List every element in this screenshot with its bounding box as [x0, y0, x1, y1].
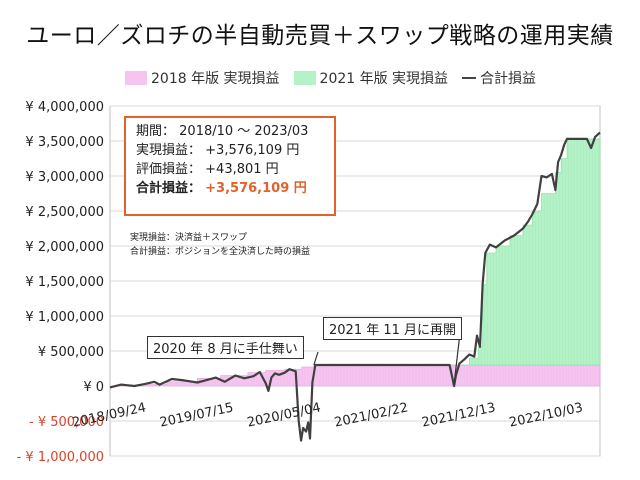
valuation-row: 評価損益： +43,801 円: [136, 160, 334, 179]
total-row: 合計損益： +3,576,109 円: [136, 179, 334, 198]
valuation-label: 評価損益：: [136, 162, 202, 177]
period-label: 期間：: [136, 124, 176, 139]
y-tick-label: ¥ 500,000: [38, 345, 104, 360]
y-axis-ticks: ¥ 4,000,000 ¥ 3,500,000 ¥ 3,000,000 ¥ 2,500…: [17, 100, 104, 465]
y-tick-label: ¥ 1,000,000: [25, 310, 104, 325]
y-tick-label: ¥ 2,500,000: [25, 205, 104, 220]
summary-box: 期間： 2018/10 ～ 2023/03 実現損益： +3,576,109 円…: [124, 116, 336, 216]
legend-item-total: 合計損益: [462, 68, 536, 88]
chart-title: ユーロ／ズロチの半自動売買＋スワップ戦略の運用実績: [26, 23, 614, 49]
note-total: 合計損益：ポジションを全決済した時の損益: [130, 247, 311, 257]
area-series: [110, 135, 601, 387]
realized-label: 実現損益：: [136, 143, 202, 158]
note-realized: 実現損益：決済益＋スワップ: [130, 233, 248, 243]
line-series: [109, 131, 601, 442]
legend: 2018 年版 実現損益 2021 年版 実現損益 合計損益: [125, 68, 550, 88]
y-tick-label: ¥ 3,000,000: [25, 170, 104, 185]
y-tick-label: ¥ 0: [83, 380, 104, 395]
period-row: 期間： 2018/10 ～ 2023/03: [136, 122, 334, 141]
legend-label-total: 合計損益: [480, 71, 537, 87]
realized-value: +3,576,109 円: [205, 143, 300, 158]
y-tick-label: - ¥ 1,000,000: [17, 450, 104, 465]
valuation-value: +43,801 円: [205, 162, 279, 177]
legend-item-2018: 2018 年版 実現損益: [125, 68, 280, 88]
legend-swatch-2018: [125, 71, 147, 85]
realized-row: 実現損益： +3,576,109 円: [136, 141, 334, 160]
legend-label-2018: 2018 年版 実現損益: [151, 71, 280, 87]
y-tick-label: - ¥ 500,000: [29, 415, 104, 430]
pointer-pause: [313, 351, 319, 366]
callout-pause: 2020 年 8 月に手仕舞い: [147, 336, 304, 359]
y-tick-label: ¥ 1,500,000: [25, 275, 104, 290]
total-line: [109, 131, 601, 442]
legend-item-2021: 2021 年版 実現損益: [293, 68, 449, 88]
legend-swatch-2021: [293, 71, 316, 85]
period-value: 2018/10 ～ 2023/03: [179, 124, 309, 139]
callout-pointers: [313, 332, 461, 385]
legend-line-total: [462, 77, 477, 79]
area-hatch: [139, 138, 600, 386]
legend-label-2021: 2021 年版 実現損益: [319, 71, 449, 87]
total-value: +3,576,109 円: [205, 181, 307, 196]
notes: 実現損益：決済益＋スワップ 合計損益：ポジションを全決済した時の損益: [130, 231, 310, 259]
total-label: 合計損益：: [136, 181, 202, 196]
y-tick-label: ¥ 3,500,000: [25, 135, 104, 150]
y-tick-label: ¥ 2,000,000: [25, 240, 104, 255]
callout-resume: 2021 年 11 月に再開: [323, 317, 463, 340]
pointer-resume: [453, 332, 461, 385]
y-tick-label: ¥ 4,000,000: [25, 100, 104, 115]
